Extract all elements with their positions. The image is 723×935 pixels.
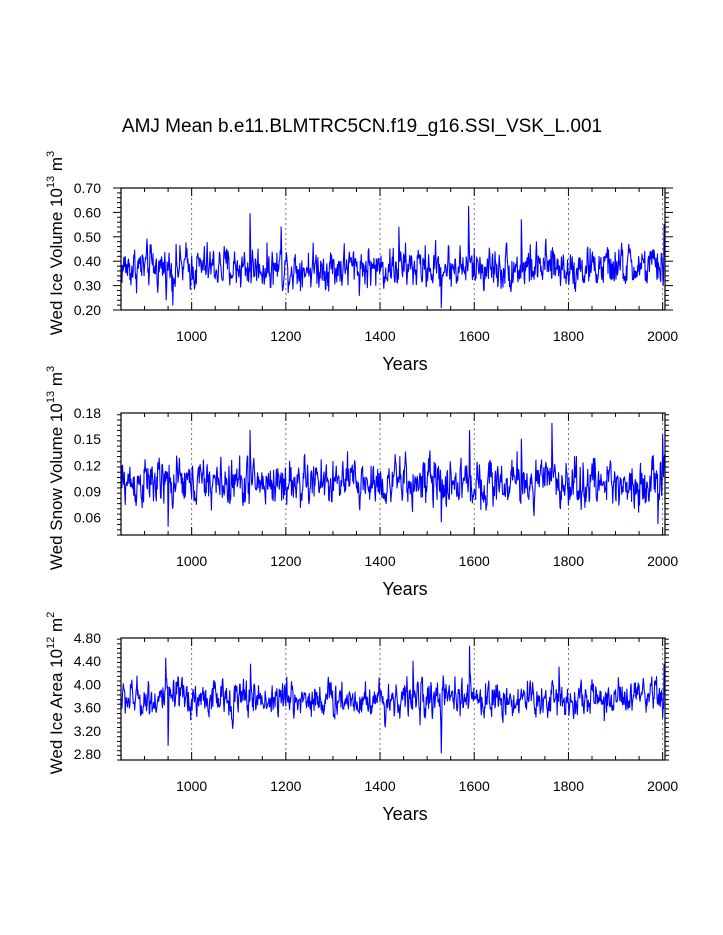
y-tick-label: 4.00 <box>74 676 101 692</box>
x-tick-label: 1200 <box>270 328 301 344</box>
y-tick-label: 0.40 <box>74 253 101 269</box>
data-series-line <box>120 205 666 309</box>
y-tick-label: 0.06 <box>74 510 101 526</box>
x-tick-label: 2000 <box>647 778 678 794</box>
y-axis-label: Wed Ice Volume 1013 m3 <box>45 151 66 335</box>
x-tick-label: 1800 <box>553 553 584 569</box>
figure-title: AMJ Mean b.e11.BLMTRC5CN.f19_g16.SSI_VSK… <box>122 116 602 137</box>
data-series-line <box>120 422 666 527</box>
plot-frame <box>120 637 666 761</box>
x-tick-label: 1400 <box>364 328 395 344</box>
y-tick-label: 0.12 <box>74 457 101 473</box>
x-axis-label: Years <box>382 804 427 824</box>
x-tick-label: 1400 <box>364 778 395 794</box>
y-tick-label: 3.60 <box>74 700 101 716</box>
x-tick-label: 1000 <box>176 778 207 794</box>
x-tick-label: 1200 <box>270 553 301 569</box>
panel-2: 1000 1200 1400 1600 1800 2000 0.06 0.09 0.12 0.15… <box>45 366 678 599</box>
y-axis-label: Wed Snow Volume 1013 m3 <box>45 366 66 570</box>
y-tick-label: 0.15 <box>74 431 101 447</box>
y-axis-label: Wed Ice Area 1012 m2 <box>45 612 66 775</box>
y-tick-label: 0.18 <box>74 405 101 421</box>
x-tick-label: 1600 <box>459 328 490 344</box>
x-tick-label: 1800 <box>553 328 584 344</box>
plot-frame <box>120 187 666 311</box>
y-tick-label: 4.40 <box>74 653 101 669</box>
y-tick-label: 3.20 <box>74 723 101 739</box>
x-tick-label: 1000 <box>176 553 207 569</box>
y-tick-label: 0.30 <box>74 278 101 294</box>
x-tick-label: 1800 <box>553 778 584 794</box>
y-tick-label: 0.20 <box>74 302 101 318</box>
y-tick-label: 0.70 <box>74 180 101 196</box>
x-tick-label: 1200 <box>270 778 301 794</box>
x-tick-label: 2000 <box>647 328 678 344</box>
y-tick-label: 2.80 <box>74 746 101 762</box>
x-axis-label: Years <box>382 354 427 374</box>
x-axis-label: Years <box>382 579 427 599</box>
x-tick-label: 1000 <box>176 328 207 344</box>
panel-3: 1000 1200 1400 1600 1800 2000 2.80 3.20 3.60 4.00… <box>45 612 678 824</box>
x-tick-label: 1600 <box>459 778 490 794</box>
panel-1: 1000 1200 1400 1600 1800 2000 0.20 0.30 0.40 0.50… <box>45 151 678 374</box>
y-tick-label: 0.09 <box>74 483 101 499</box>
x-tick-label: 2000 <box>647 553 678 569</box>
x-tick-label: 1600 <box>459 553 490 569</box>
data-series-line <box>120 645 666 754</box>
y-tick-label: 4.80 <box>74 630 101 646</box>
y-tick-label: 0.60 <box>74 204 101 220</box>
plot-frame <box>120 412 666 536</box>
y-tick-label: 0.50 <box>74 229 101 245</box>
x-tick-label: 1400 <box>364 553 395 569</box>
